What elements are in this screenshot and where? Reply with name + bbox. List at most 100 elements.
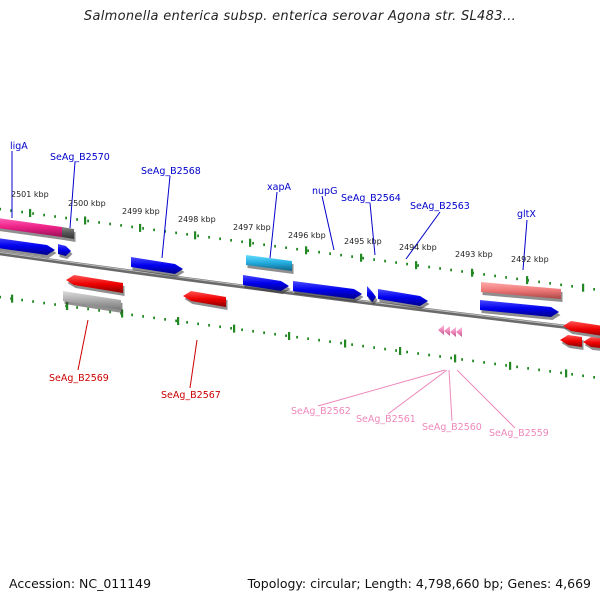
gene-seag-b2570-cap-body <box>62 227 74 239</box>
bottom-major-tick <box>288 332 291 341</box>
top-minor-tick <box>549 282 551 285</box>
top-minor-tick <box>208 236 210 239</box>
top-major-tick <box>471 268 474 277</box>
bottom-minor-tick <box>0 295 1 299</box>
bottom-minor-tick <box>439 355 441 358</box>
top-minor-tick <box>384 259 386 263</box>
scale-label: 2494 kbp <box>399 243 437 252</box>
bottom-minor-tick <box>329 340 331 343</box>
scale-label: 2492 kbp <box>511 255 549 264</box>
gene-liga-body <box>0 218 62 237</box>
gene-label-seag-b2570[interactable]: SeAg_B2570 <box>50 152 110 163</box>
bottom-minor-tick <box>538 368 540 372</box>
gene-label-gltx[interactable]: gltX <box>517 209 536 220</box>
reverse-gene-labels: SeAg_B2569 SeAg_B2567 <box>49 373 221 401</box>
gene-pink-3 <box>456 327 462 337</box>
gene-label-seag-b2560[interactable]: SeAg_B2560 <box>422 422 482 433</box>
scale-ticks-top <box>0 207 595 292</box>
top-minor-tick <box>10 209 12 212</box>
bottom-major-tick <box>121 309 124 318</box>
gene-label-seag-b2568[interactable]: SeAg_B2568 <box>141 166 201 177</box>
leader-seag-b2567 <box>189 339 198 389</box>
top-minor-tick <box>494 274 496 278</box>
gene-label-nupg[interactable]: nupG <box>312 186 337 197</box>
top-major-tick <box>526 276 529 285</box>
gene-seag-b2563 <box>378 289 430 309</box>
leader-seag-b2570 <box>69 161 76 229</box>
gene-blue-left <box>0 238 57 258</box>
gene-label-liga[interactable]: ligA <box>10 141 28 152</box>
bottom-major-tick <box>565 369 568 378</box>
gene-red-right-top <box>563 321 600 339</box>
bottom-minor-tick <box>351 343 353 346</box>
gene-seag-b2564 <box>367 286 378 305</box>
leader-seag-b2562 <box>317 369 446 407</box>
bottom-minor-tick <box>230 326 232 330</box>
pink-gene-labels: SeAg_B2562 SeAg_B2561 SeAg_B2560 SeAg_B2… <box>291 406 549 439</box>
leader-seag-b2564 <box>369 202 376 256</box>
gene-seag-b2563-body <box>378 289 428 306</box>
gene-label-seag-b2567[interactable]: SeAg_B2567 <box>161 390 221 401</box>
top-minor-tick <box>120 224 122 227</box>
top-minor-tick <box>417 264 419 267</box>
bottom-minor-tick <box>505 364 507 367</box>
top-minor-tick <box>241 240 243 244</box>
gene-red-right-b-body <box>583 337 600 348</box>
top-major-tick <box>84 216 87 225</box>
leader-gltx <box>522 219 528 271</box>
gene-red-right-b <box>583 337 600 351</box>
top-minor-tick <box>109 222 111 226</box>
top-minor-tick <box>230 238 232 242</box>
gene-features <box>0 218 600 351</box>
gene-label-seag-b2562[interactable]: SeAg_B2562 <box>291 406 351 417</box>
top-minor-tick <box>219 237 221 241</box>
gene-pink-arrow <box>456 327 462 337</box>
gene-red-right-a <box>560 335 584 350</box>
gene-gltx-forward <box>480 300 561 320</box>
bottom-minor-tick <box>76 306 78 309</box>
top-major-tick <box>139 223 142 232</box>
gene-label-seag-b2563[interactable]: SeAg_B2563 <box>410 201 470 212</box>
top-major-tick <box>194 231 197 240</box>
bottom-minor-tick <box>549 370 551 373</box>
top-minor-tick <box>395 261 397 264</box>
bottom-minor-tick <box>43 301 45 305</box>
scale-labels: 2501 kbp 2500 kbp 2499 kbp 2498 kbp 2497… <box>11 190 549 264</box>
bottom-minor-tick <box>98 309 100 312</box>
top-minor-tick <box>186 233 188 236</box>
top-major-tick <box>249 238 252 247</box>
accession-label: Accession: NC_011149 <box>9 576 152 591</box>
scale-label: 2499 kbp <box>122 207 160 216</box>
gene-pink-arrow <box>438 325 444 335</box>
scale-label: 2500 kbp <box>68 199 106 208</box>
gene-label-seag-b2564[interactable]: SeAg_B2564 <box>341 193 401 204</box>
gene-label-seag-b2569[interactable]: SeAg_B2569 <box>49 373 109 384</box>
bottom-minor-tick <box>461 358 463 361</box>
top-minor-tick <box>329 252 331 255</box>
gene-gltx <box>481 282 563 302</box>
scale-label: 2495 kbp <box>344 237 382 246</box>
leader-seag-b2563 <box>405 211 441 260</box>
bottom-major-tick <box>399 347 402 355</box>
gene-label-seag-b2561[interactable]: SeAg_B2561 <box>356 414 416 425</box>
gene-label-seag-b2559[interactable]: SeAg_B2559 <box>489 428 549 439</box>
top-minor-tick <box>252 241 254 245</box>
gene-seag-b2567-body <box>183 291 226 307</box>
leader-seag-b2561 <box>387 369 448 415</box>
leader-nupg <box>321 195 335 251</box>
gene-gltx-forward-body <box>480 300 559 317</box>
scale-label: 2501 kbp <box>11 190 49 199</box>
bottom-major-tick <box>233 324 236 333</box>
gene-xapa-forward <box>243 275 291 294</box>
bottom-minor-tick <box>384 347 386 351</box>
scale-label: 2498 kbp <box>178 215 216 224</box>
leader-seag-b2568 <box>161 175 171 259</box>
top-minor-tick <box>538 280 540 284</box>
top-minor-tick <box>164 230 166 233</box>
gene-label-xapa[interactable]: xapA <box>267 182 291 193</box>
bottom-minor-tick <box>263 331 265 335</box>
bottom-minor-tick <box>32 300 34 303</box>
leader-seag-b2560 <box>448 369 453 422</box>
top-minor-tick <box>450 268 452 272</box>
